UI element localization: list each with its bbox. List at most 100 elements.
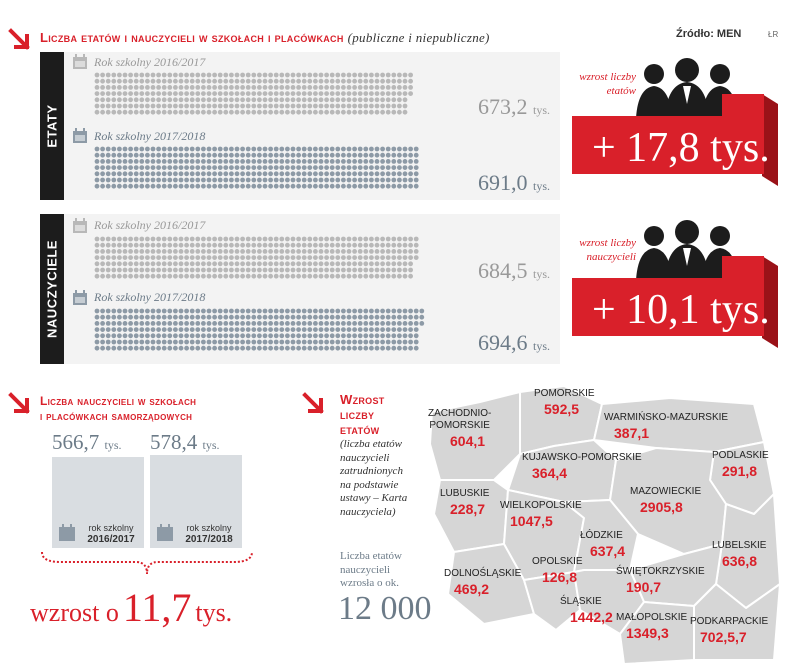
dot-mark-etaty-2016 — [245, 85, 251, 90]
dot-mark-etaty-2017 — [133, 177, 139, 183]
dot-mark-etaty-2016 — [268, 78, 273, 84]
dot-mark-etaty-2016 — [307, 85, 313, 90]
dot-mark-etaty-2017 — [374, 165, 380, 170]
dot-mark-etaty-2017 — [363, 171, 369, 177]
dot-mark-etaty-2016 — [357, 78, 363, 84]
dot-mark-etaty-2017 — [363, 159, 369, 164]
dot-mark-etaty-2016 — [369, 91, 374, 96]
region-name: MAŁOPOLSKIE — [616, 612, 688, 623]
dot-mark-nauczyciele-2017 — [251, 345, 257, 351]
dot-mark-nauczyciele-2016 — [318, 242, 324, 248]
dot-mark-nauczyciele-2017 — [329, 345, 335, 351]
dot-mark-etaty-2016 — [122, 103, 128, 109]
dot-mark-etaty-2017 — [105, 183, 111, 189]
dot-mark-etaty-2016 — [189, 103, 195, 109]
dot-mark-nauczyciele-2017 — [117, 314, 122, 320]
dot-mark-etaty-2016 — [257, 91, 262, 96]
dot-mark-nauczyciele-2017 — [189, 345, 195, 351]
region-value: 190,7 — [626, 579, 662, 595]
dot-mark-etaty-2017 — [150, 183, 156, 189]
dot-mark-nauczyciele-2017 — [178, 333, 184, 339]
dot-mark-nauczyciele-2017 — [234, 327, 240, 332]
dot-mark-etaty-2017 — [408, 159, 413, 164]
dot-mark-etaty-2017 — [201, 165, 206, 170]
dot-mark-etaty-2016 — [111, 91, 117, 96]
arrow-down-right-icon — [8, 28, 30, 50]
dot-mark-nauczyciele-2016 — [352, 267, 357, 273]
dot-mark-nauczyciele-2017 — [391, 345, 397, 351]
dot-mark-etaty-2016 — [335, 109, 341, 115]
dot-mark-etaty-2016 — [212, 78, 217, 84]
dot-mark-etaty-2017 — [234, 177, 240, 183]
dot-mark-nauczyciele-2017 — [189, 333, 195, 339]
dot-mark-nauczyciele-2017 — [117, 308, 122, 314]
dot-mark-nauczyciele-2017 — [100, 308, 105, 314]
dot-mark-etaty-2017 — [156, 146, 161, 152]
dot-mark-nauczyciele-2017 — [279, 321, 285, 326]
dot-mark-etaty-2017 — [206, 152, 212, 158]
dot-mark-etaty-2016 — [346, 91, 352, 96]
dot-mark-nauczyciele-2017 — [296, 321, 301, 326]
dot-mark-nauczyciele-2016 — [100, 255, 105, 260]
dot-mark-etaty-2016 — [128, 97, 133, 103]
dot-mark-nauczyciele-2017 — [335, 321, 341, 326]
dot-mark-etaty-2017 — [173, 171, 178, 177]
dot-mark-nauczyciele-2016 — [307, 236, 313, 242]
dot-mark-nauczyciele-2016 — [245, 255, 251, 260]
dot-mark-nauczyciele-2016 — [335, 249, 341, 254]
dot-mark-nauczyciele-2017 — [307, 333, 313, 339]
etaty-year2-value: 691,0 tys. — [478, 170, 551, 195]
dot-mark-nauczyciele-2017 — [206, 327, 212, 332]
dot-mark-etaty-2017 — [324, 165, 329, 170]
dot-mark-etaty-2017 — [195, 165, 201, 170]
dot-mark-nauczyciele-2017 — [223, 314, 229, 320]
dot-mark-etaty-2016 — [145, 78, 150, 84]
dot-mark-etaty-2016 — [262, 78, 268, 84]
dot-mark-etaty-2017 — [402, 159, 408, 164]
dot-mark-nauczyciele-2016 — [156, 267, 161, 273]
dot-mark-nauczyciele-2016 — [285, 261, 290, 267]
dot-mark-nauczyciele-2016 — [318, 236, 324, 242]
dot-mark-etaty-2017 — [346, 165, 352, 170]
dot-mark-etaty-2016 — [105, 78, 111, 84]
dot-mark-etaty-2016 — [290, 109, 296, 115]
dot-mark-etaty-2017 — [161, 177, 167, 183]
dot-mark-nauczyciele-2016 — [324, 273, 329, 279]
dot-mark-nauczyciele-2017 — [201, 345, 206, 351]
dot-mark-nauczyciele-2017 — [369, 333, 374, 339]
dot-mark-etaty-2016 — [206, 97, 212, 103]
dot-mark-nauczyciele-2017 — [374, 314, 380, 320]
dot-mark-nauczyciele-2016 — [189, 236, 195, 242]
dot-mark-etaty-2017 — [100, 183, 105, 189]
dot-mark-nauczyciele-2017 — [167, 345, 173, 351]
dot-mark-nauczyciele-2016 — [234, 236, 240, 242]
dot-mark-etaty-2017 — [262, 165, 268, 170]
dot-mark-etaty-2016 — [217, 97, 223, 103]
dot-mark-nauczyciele-2016 — [145, 249, 150, 254]
dot-mark-nauczyciele-2017 — [363, 339, 369, 345]
dot-mark-nauczyciele-2017 — [352, 327, 357, 332]
dot-mark-etaty-2016 — [145, 72, 150, 78]
region-shape — [523, 571, 581, 631]
dot-mark-nauczyciele-2016 — [313, 255, 318, 260]
dot-mark-etaty-2017 — [307, 165, 313, 170]
dot-mark-etaty-2016 — [173, 97, 178, 103]
dot-mark-etaty-2017 — [105, 152, 111, 158]
dot-mark-nauczyciele-2017 — [408, 345, 413, 351]
dot-mark-etaty-2016 — [217, 78, 223, 84]
dot-mark-nauczyciele-2017 — [413, 345, 419, 351]
dot-mark-nauczyciele-2016 — [318, 267, 324, 273]
dot-mark-etaty-2017 — [234, 165, 240, 170]
dot-mark-nauczyciele-2016 — [301, 236, 307, 242]
dot-mark-nauczyciele-2016 — [285, 267, 290, 273]
dot-mark-etaty-2017 — [369, 152, 374, 158]
dot-mark-etaty-2017 — [184, 146, 189, 152]
dot-mark-nauczyciele-2017 — [391, 314, 397, 320]
dot-mark-etaty-2016 — [279, 91, 285, 96]
dot-mark-nauczyciele-2016 — [307, 261, 313, 267]
dot-mark-nauczyciele-2017 — [167, 333, 173, 339]
dot-mark-etaty-2017 — [380, 146, 385, 152]
dot-mark-nauczyciele-2016 — [145, 255, 150, 260]
dot-mark-etaty-2017 — [385, 146, 391, 152]
dot-mark-nauczyciele-2017 — [122, 339, 128, 345]
